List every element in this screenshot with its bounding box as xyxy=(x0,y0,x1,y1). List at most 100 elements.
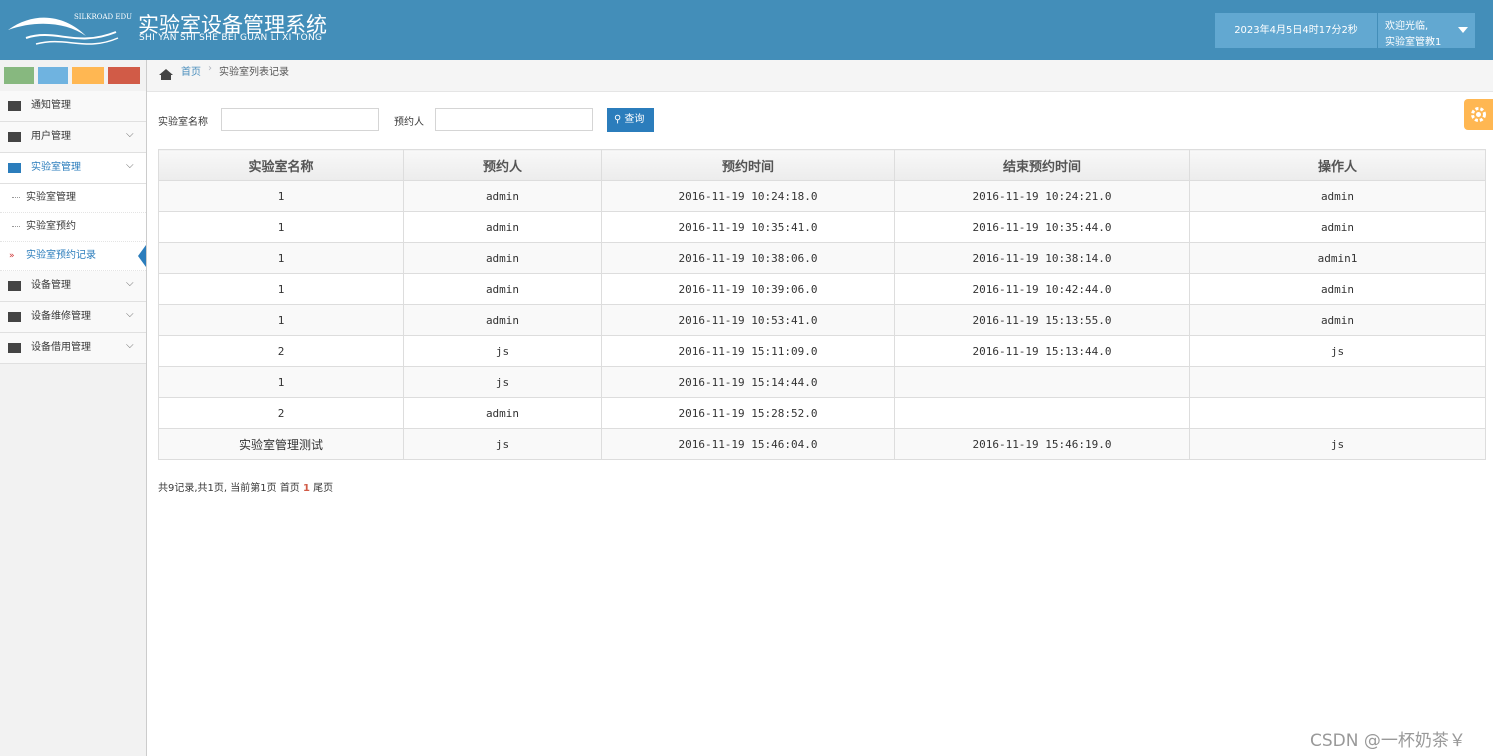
table-cell: admin xyxy=(403,304,602,336)
breadcrumb-sep: › xyxy=(208,63,212,74)
table-cell: admin xyxy=(1189,180,1486,212)
last-page-link[interactable]: 尾页 xyxy=(313,483,334,494)
table-cell: 2016-11-19 10:42:44.0 xyxy=(894,273,1190,305)
table-cell: js xyxy=(403,428,602,460)
table-cell: 2016-11-19 15:46:19.0 xyxy=(894,428,1190,460)
datetime: 2023年4月5日4时17分2秒 xyxy=(1215,13,1377,48)
record-table: 实验室名称 预约人 预约时间 结束预约时间 操作人 1 admin 2016-11-19 10… xyxy=(158,149,1486,460)
table-cell xyxy=(894,397,1190,429)
table-cell: 2016-11-19 15:46:04.0 xyxy=(601,428,895,460)
logo-text: SILKROAD EDU xyxy=(74,13,132,21)
breadcrumb: 首页 › 实验室列表记录 xyxy=(147,60,1493,92)
shortcut-button[interactable] xyxy=(38,67,68,84)
menu-icon xyxy=(8,163,21,173)
menu-icon xyxy=(8,281,21,291)
column-header: 操作人 xyxy=(1189,149,1486,181)
table-cell: 2016-11-19 10:38:14.0 xyxy=(894,242,1190,274)
table-row: 2 js 2016-11-19 15:11:09.0 2016-11-19 15:13… xyxy=(158,335,1486,367)
chevron: ⌵ xyxy=(126,278,134,289)
menu-icon xyxy=(8,312,21,322)
table-row: 1 admin 2016-11-19 10:24:18.0 2016-11-19 10… xyxy=(158,180,1486,212)
table-cell: admin1 xyxy=(1189,242,1486,274)
table-cell: 2016-11-19 15:14:44.0 xyxy=(601,366,895,398)
table-cell: 1 xyxy=(158,366,404,398)
menu-icon xyxy=(8,343,21,353)
table-cell: admin xyxy=(403,242,602,274)
submenu-item[interactable]: » 实验室预约记录 xyxy=(0,242,146,271)
column-header: 预约人 xyxy=(403,149,602,181)
search-button-label: 查询 xyxy=(624,114,645,125)
menu-item[interactable]: 设备借用管理 ⌵ xyxy=(0,333,146,364)
menu-item[interactable]: 用户管理 ⌵ xyxy=(0,122,146,153)
shortcut-button[interactable] xyxy=(108,67,140,84)
table-cell: 1 xyxy=(158,304,404,336)
table-cell: 2016-11-19 15:13:55.0 xyxy=(894,304,1190,336)
table-cell: js xyxy=(403,335,602,367)
search-icon: ⚲ xyxy=(614,114,622,125)
table-row: 1 admin 2016-11-19 10:53:41.0 2016-11-19 15… xyxy=(158,304,1486,336)
table-cell: admin xyxy=(403,397,602,429)
chevron: ⌵ xyxy=(126,129,134,140)
menu-label: 用户管理 xyxy=(31,131,71,142)
table-cell: js xyxy=(1189,428,1486,460)
submenu-label: 实验室预约 xyxy=(26,221,76,232)
table-cell: 2 xyxy=(158,397,404,429)
table-row: 1 admin 2016-11-19 10:35:41.0 2016-11-19 10… xyxy=(158,211,1486,243)
logo xyxy=(8,17,119,45)
submenu-item[interactable]: 实验室预约 xyxy=(0,213,146,242)
pagination: 共9记录,共1页, 当前第1页 首页 1 尾页 xyxy=(158,479,333,494)
table-cell: admin xyxy=(403,211,602,243)
search-input[interactable] xyxy=(221,108,379,131)
menu-item[interactable]: 通知管理 xyxy=(0,91,146,122)
caret xyxy=(1458,27,1468,33)
table-row: 1 admin 2016-11-19 10:38:06.0 2016-11-19 10… xyxy=(158,242,1486,274)
table-cell xyxy=(894,366,1190,398)
sidebar: 通知管理 用户管理 ⌵ 实验室管理 ⌵ 实验室管理 实验室预约» 实验室预约记录 设备管理 ⌵ 设备… xyxy=(0,60,147,756)
user-name: 实验室管教1 xyxy=(1385,37,1442,48)
current-page[interactable]: 1 xyxy=(303,483,310,494)
column-header: 实验室名称 xyxy=(158,149,404,181)
table-cell: 2016-11-19 10:35:44.0 xyxy=(894,211,1190,243)
header: SILKROAD EDU 实验室设备管理系统 SHI YAN SHI SHE B… xyxy=(0,0,1493,60)
breadcrumb-link[interactable]: 首页 xyxy=(181,67,201,78)
table-cell: 2016-11-19 10:35:41.0 xyxy=(601,211,895,243)
table-cell: admin xyxy=(403,180,602,212)
table-cell: 2016-11-19 10:39:06.0 xyxy=(601,273,895,305)
chevron: ⌵ xyxy=(126,309,134,320)
table-cell: 实验室管理测试 xyxy=(158,428,404,460)
submenu-item[interactable]: 实验室管理 xyxy=(0,184,146,213)
column-header: 结束预约时间 xyxy=(894,149,1190,181)
shortcut-button[interactable] xyxy=(72,67,104,84)
table-cell xyxy=(1189,366,1486,398)
table-cell: js xyxy=(403,366,602,398)
menu-label: 设备管理 xyxy=(31,280,71,291)
table-cell: 2016-11-19 10:24:21.0 xyxy=(894,180,1190,212)
settings-button[interactable] xyxy=(1464,99,1493,130)
menu-label: 设备借用管理 xyxy=(31,342,91,353)
menu-label: 实验室管理 xyxy=(31,162,81,173)
menu-item[interactable]: 实验室管理 ⌵ xyxy=(0,153,146,184)
tree-line xyxy=(12,226,20,227)
submenu-label: 实验室管理 xyxy=(26,192,76,203)
submenu-label: 实验室预约记录 xyxy=(26,250,96,261)
gear-icon xyxy=(1471,107,1486,122)
table-cell: 2016-11-19 15:13:44.0 xyxy=(894,335,1190,367)
table-row: 1 js 2016-11-19 15:14:44.0 xyxy=(158,366,1486,398)
home-icon xyxy=(159,69,173,80)
search-input[interactable] xyxy=(435,108,593,131)
table-cell: admin xyxy=(1189,273,1486,305)
menu-item[interactable]: 设备维修管理 ⌵ xyxy=(0,302,146,333)
table-cell xyxy=(1189,397,1486,429)
menu-item[interactable]: 设备管理 ⌵ xyxy=(0,271,146,302)
shortcut-button[interactable] xyxy=(4,67,34,84)
tree-line xyxy=(12,197,20,198)
table-cell: admin xyxy=(1189,211,1486,243)
user-menu[interactable]: 欢迎光临, 实验室管教1 xyxy=(1378,13,1475,48)
menu-icon xyxy=(8,132,21,142)
search-button[interactable]: ⚲ 查询 xyxy=(607,108,654,132)
table-cell: admin xyxy=(403,273,602,305)
first-page-link[interactable]: 首页 xyxy=(279,483,300,494)
search-label: 预约人 xyxy=(394,117,424,128)
table-cell: 2016-11-19 15:28:52.0 xyxy=(601,397,895,429)
watermark: CSDN @一杯奶茶￥ xyxy=(1310,731,1466,751)
